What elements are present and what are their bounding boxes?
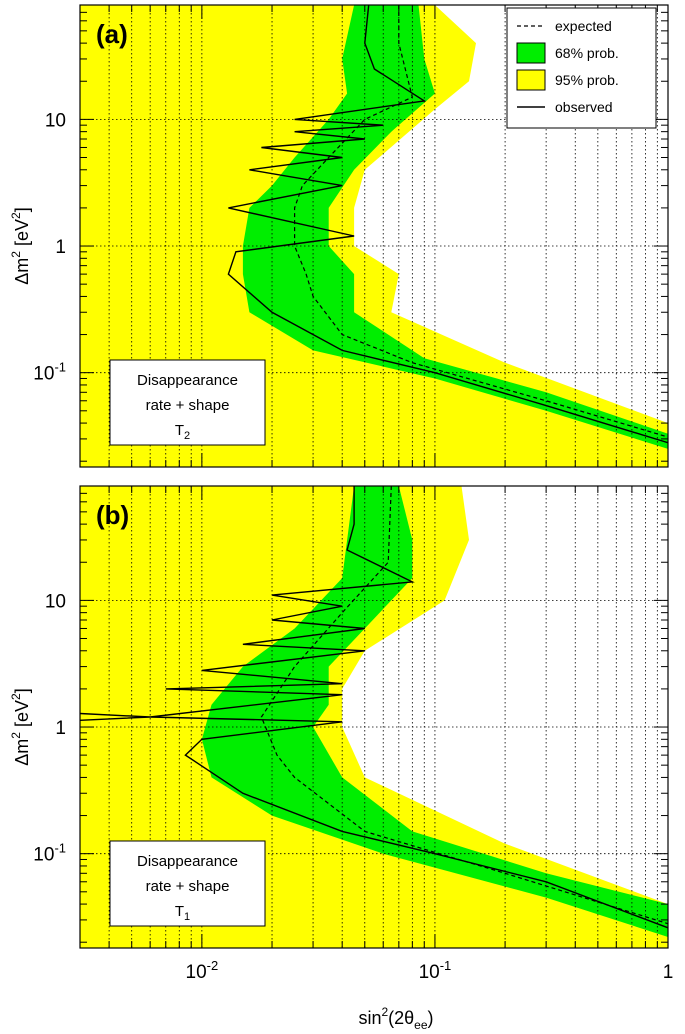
x-tick-label: 1 — [663, 962, 674, 983]
x-tick-label: 10-2 — [186, 958, 219, 983]
info-box — [109, 359, 266, 446]
panel-b: 10-1 1 10 (b) Disappearance rate + shape T1 — [33, 485, 669, 949]
info-box-stat: T2 — [175, 422, 190, 442]
legend-label: 68% prob. — [555, 45, 619, 61]
legend-label: expected — [555, 18, 612, 34]
info-box-stat: T1 — [175, 903, 190, 923]
info-box-line: rate + shape — [146, 397, 230, 414]
info-box-line: rate + shape — [146, 878, 230, 895]
ticks — [79, 485, 669, 948]
y-tick-label: 10-1 — [33, 841, 66, 866]
panel-tag: (b) — [96, 500, 129, 530]
y-axis-title-a: Δm2 [eV2] — [9, 207, 32, 284]
y-axis-title-b: Δm2 [eV2] — [9, 688, 32, 765]
x-tick-label: 10-1 — [419, 958, 452, 983]
band-68-area — [201, 486, 668, 937]
band-95-area — [80, 486, 668, 948]
y-tick-label: 1 — [55, 237, 66, 258]
y-tick-label: 10 — [45, 110, 66, 131]
legend: expected 68% prob. 95% prob. observed — [506, 7, 657, 129]
y-tick-label: 1 — [55, 718, 66, 739]
info-box-line: Disappearance — [137, 853, 238, 870]
expected-line — [294, 5, 668, 438]
panel-tag: (a) — [96, 19, 128, 49]
plot-frame — [79, 485, 669, 949]
ticks — [79, 4, 669, 467]
legend-swatch — [516, 69, 546, 91]
expected-line — [260, 486, 668, 925]
legend-swatch — [516, 42, 546, 64]
y-tick-label: 10 — [45, 591, 66, 612]
info-box — [109, 840, 266, 927]
legend-label: 95% prob. — [555, 72, 619, 88]
plot-area — [80, 486, 668, 948]
y-tick-label: 10-1 — [33, 360, 66, 385]
band-95-area — [80, 5, 668, 467]
grid — [80, 486, 668, 948]
legend-label: observed — [555, 99, 613, 115]
legend-box — [506, 7, 657, 129]
observed-line — [227, 5, 668, 444]
x-axis-title: sin2(2θee) — [358, 1005, 433, 1032]
plot-frame — [79, 4, 669, 468]
observed-line — [150, 486, 668, 929]
observed-line-spike — [80, 712, 151, 721]
info-box-line: Disappearance — [137, 372, 238, 389]
